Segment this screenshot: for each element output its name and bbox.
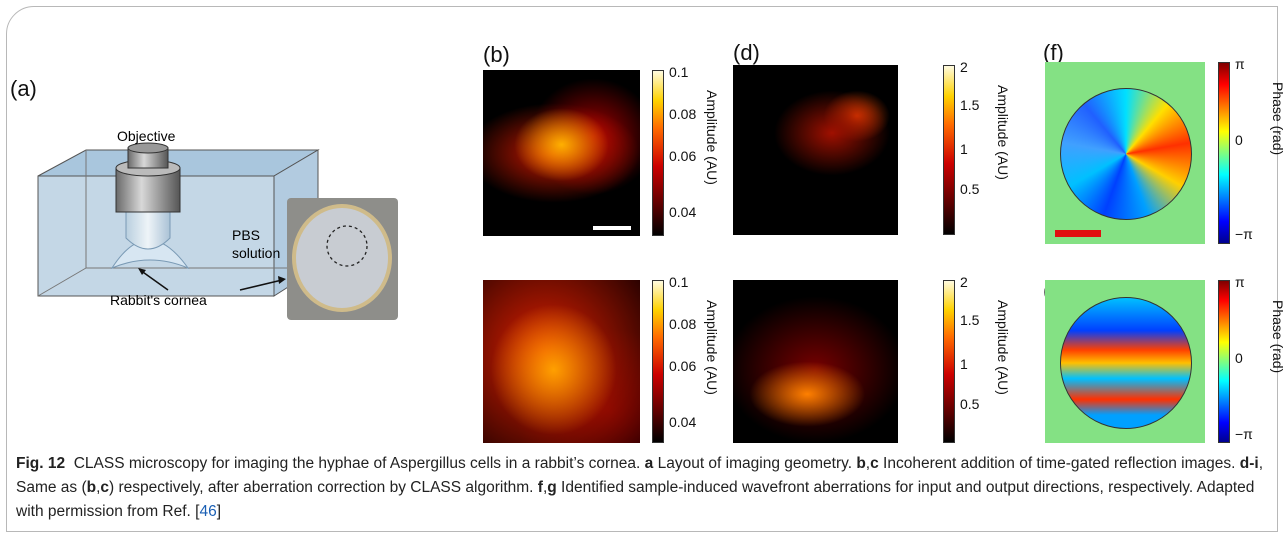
colorbar [943,65,955,235]
caption-text: CLASS microscopy for imaging the hyphae … [74,455,645,472]
page: (a) Objective PBS solution Rabbit's corn… [0,0,1284,536]
colorbar-tick-label: 2 [960,60,968,74]
colorbar-tick-label: 0.08 [669,317,696,331]
panel-image [1045,62,1205,244]
colorbar [652,280,664,443]
colorbar-tick-label: π [1235,57,1245,71]
colorbar-tick-label: 0.5 [960,397,979,411]
panel-image [733,280,898,443]
colorbar-tick-label: −π [1235,227,1253,241]
colorbar-label: Phase (rad) [1270,82,1284,155]
colorbar-tick-label: 1.5 [960,98,979,112]
label-solution: PBS solution [232,226,292,262]
colorbar-tick-label: 0.1 [669,65,688,79]
caption-text: c [870,455,879,472]
colorbar [943,280,955,443]
caption-text: Layout of imaging geometry. [653,455,856,472]
colorbar-tick-label: 0.5 [960,182,979,196]
caption-text: b [856,455,865,472]
caption-text: ] [217,503,221,520]
caption-text: c [100,479,109,496]
colorbar-tick-label: 0.04 [669,415,696,429]
colorbar-label: Amplitude (AU) [995,85,1011,180]
colorbar-tick-label: 1 [960,142,968,156]
colorbar-tick-label: 0.04 [669,205,696,219]
label-objective: Objective [117,128,175,144]
panel-image [483,70,640,236]
colorbar-tick-label: 1.5 [960,313,979,327]
panel-label: (a) [10,76,37,102]
caption-text[interactable]: 46 [199,503,216,520]
panel-a-drawing [0,0,440,450]
colorbar-tick-label: 0.06 [669,359,696,373]
caption-text: a [645,455,654,472]
colorbar-tick-label: 0.06 [669,149,696,163]
colorbar-label: Amplitude (AU) [995,300,1011,395]
colorbar [1218,280,1230,443]
panel-label: (b) [483,42,510,68]
colorbar-label: Phase (rad) [1270,300,1284,373]
caption-text: g [547,479,556,496]
colorbar [652,70,664,236]
scale-bar [593,226,631,230]
colorbar-label: Amplitude (AU) [704,90,720,185]
caption-text: d-i [1240,455,1259,472]
scale-bar [1055,230,1101,237]
colorbar-tick-label: 0 [1235,133,1243,147]
colorbar-tick-label: 1 [960,357,968,371]
caption-text: b [87,479,96,496]
panel-label: (d) [733,40,760,66]
phase-map [1060,88,1192,220]
figure-number: Fig. 12 [16,455,65,472]
panel-image [1045,280,1205,443]
caption-text: Incoherent addition of time-gated reflec… [879,455,1240,472]
colorbar-label: Amplitude (AU) [704,300,720,395]
phase-map [1060,297,1192,429]
panel-image [483,280,640,443]
colorbar-tick-label: 0 [1235,351,1243,365]
colorbar [1218,62,1230,244]
panel-image [733,65,898,235]
colorbar-tick-label: 0.08 [669,107,696,121]
label-cornea: Rabbit's cornea [110,292,207,308]
caption: Fig. 12 CLASS microscopy for imaging the… [16,452,1266,524]
caption-text: ) respectively, after aberration correct… [109,479,538,496]
colorbar-tick-label: −π [1235,427,1253,441]
colorbar-tick-label: 0.1 [669,275,688,289]
colorbar-tick-label: 2 [960,275,968,289]
colorbar-tick-label: π [1235,275,1245,289]
